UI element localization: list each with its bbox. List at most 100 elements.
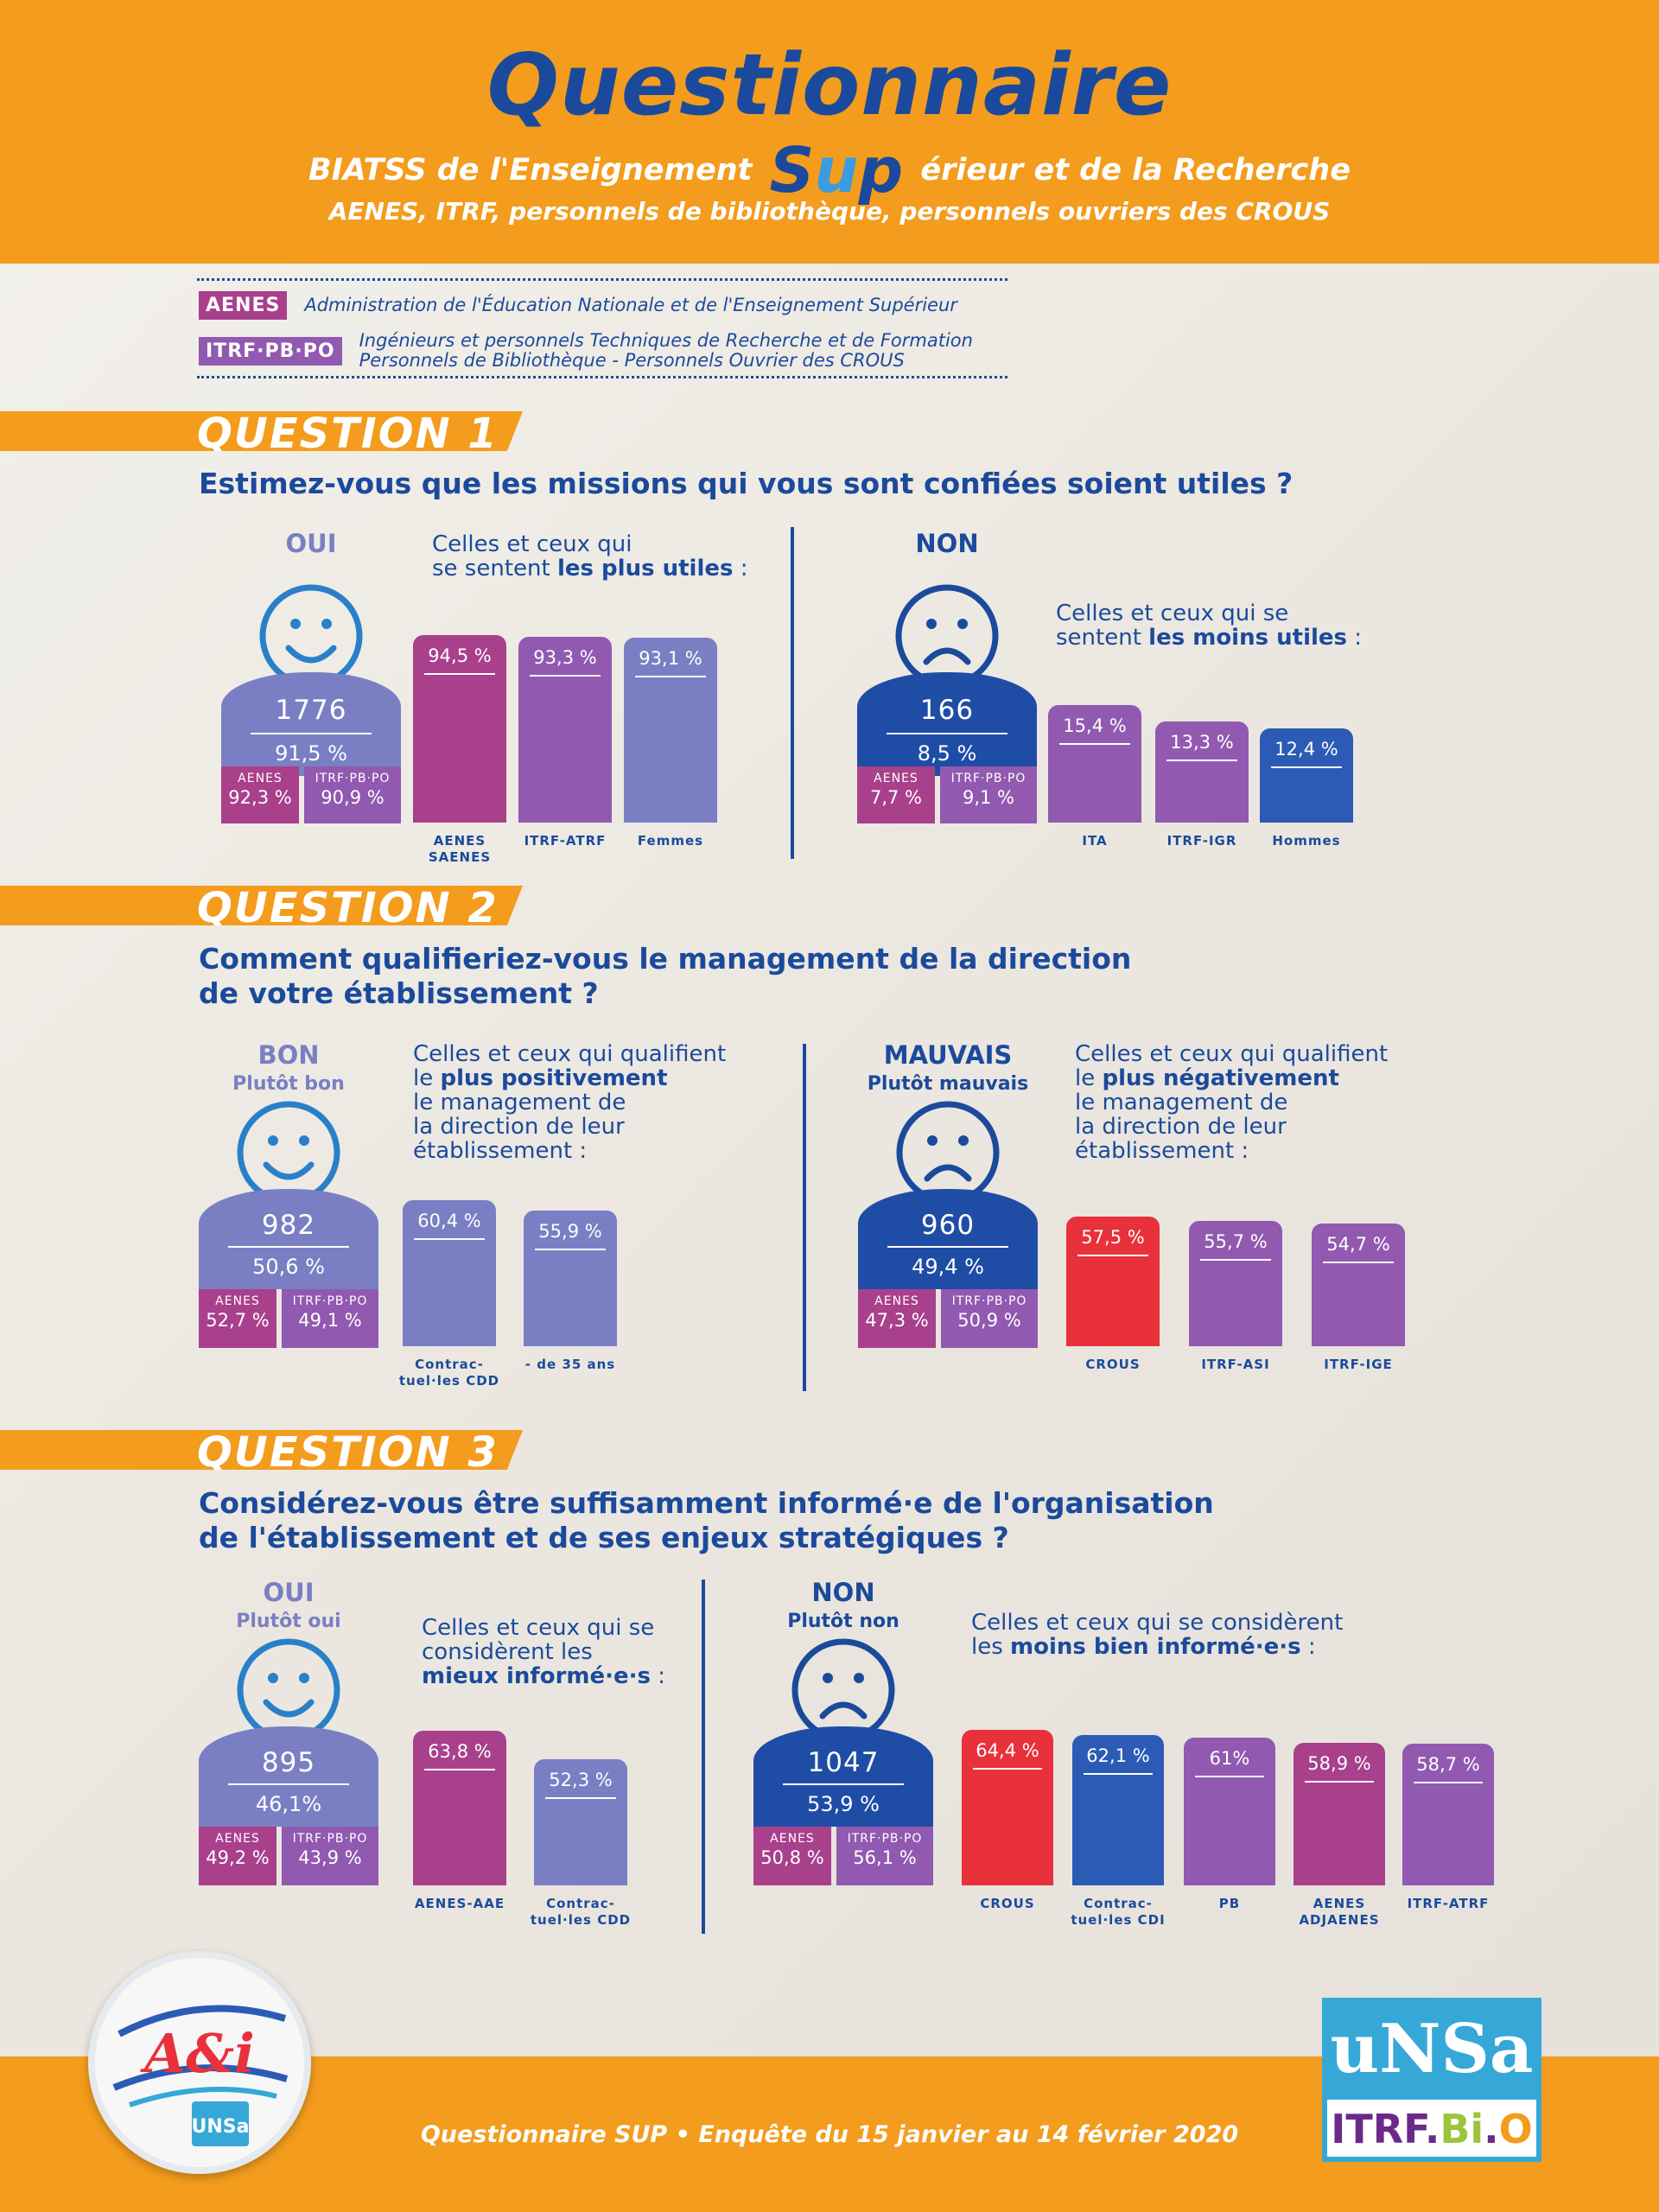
question-2-banner-label: QUESTION 2: [197, 884, 499, 932]
q1-yes-itrf-label: ITRF·PB·PO: [315, 772, 391, 785]
bar-category-label: ITRF-ATRF: [524, 833, 607, 849]
q2-good-intro-2: le: [413, 1065, 441, 1091]
bar-category-label: AENES-AAE: [414, 1896, 505, 1911]
q2-good-count: 982: [261, 1210, 316, 1241]
q1-yes-intro: Celles et ceux qui se sentent les plus u…: [432, 532, 748, 581]
q1-divider: [791, 527, 794, 859]
q2-good-itrf-box: ITRF·PB·PO 49,1 %: [282, 1289, 378, 1348]
q3-no-rule: [783, 1783, 904, 1785]
bar-value-rule: [634, 676, 707, 677]
bar-value-label: 12,4 %: [1274, 739, 1338, 760]
bar-value-label: 61%: [1209, 1748, 1250, 1769]
unsa-logo-o: O: [1498, 2106, 1533, 2152]
bar-2-0: 60,4 %: [403, 1200, 496, 1346]
q3-yes-intro-2: considèrent les: [422, 1639, 593, 1665]
q3-no-label: NON: [811, 1578, 875, 1607]
q2-bad-rule: [887, 1246, 1008, 1248]
bar-4-0: 63,8 %: [413, 1731, 506, 1885]
q3-no-itrf-box: ITRF·PB·PO 56,1 %: [836, 1827, 933, 1885]
q3-yes-count: 895: [261, 1747, 316, 1778]
q3-no-person: NON Plutôt non 1047 53,9 % AENES 50,8 % …: [753, 1578, 933, 1885]
q1-yes-intro-bold: les plus utiles: [556, 556, 734, 582]
question-1-text: Estimez-vous que les missions qui vous s…: [199, 467, 1294, 500]
bar-value-label: 55,7 %: [1204, 1231, 1268, 1252]
q2-bad-intro-4: la direction de leur: [1075, 1114, 1287, 1140]
subtitle-right: érieur et de la Recherche: [920, 153, 1351, 188]
legend-desc-itrf-1: Ingénieurs et personnels Techniques de R…: [359, 330, 973, 351]
page-subtitle: BIATSS de l'Enseignement Sup érieur et d…: [0, 134, 1659, 207]
bar-category-label: ITA: [1082, 833, 1108, 849]
bar-4-1: 52,3 %: [534, 1759, 627, 1885]
bar-value-label: 15,4 %: [1063, 715, 1127, 736]
bar-value-label: 93,1 %: [639, 648, 702, 669]
q3-no-intro-1: Celles et ceux qui se considèrent: [971, 1610, 1344, 1636]
bar-category-label: - de 35 ans: [524, 1357, 616, 1372]
q3-yes-itrf-value: 43,9 %: [298, 1847, 362, 1868]
question-2-banner: QUESTION 2: [0, 886, 523, 925]
bar-category-label: CROUS: [980, 1896, 1035, 1911]
q2-bad-itrf-value: 50,9 %: [957, 1310, 1021, 1331]
q1-no-label: NON: [915, 529, 979, 558]
q2-bad-intro-5: établissement :: [1075, 1138, 1249, 1164]
q1-yes-aenes-label: AENES: [238, 772, 283, 785]
bar-value-rule: [1270, 766, 1343, 768]
q1-yes-person: OUI 1776 91,5 % AENES 92,3 % ITRF·PB·PO …: [221, 529, 401, 823]
q1-no-person: NON 166 8,5 % AENES 7,7 % ITRF·PB·PO 9,1…: [857, 529, 1037, 823]
question-3-text-2: de l'établissement et de ses enjeux stra…: [199, 1521, 1009, 1554]
bar-value-rule: [1413, 1782, 1484, 1783]
corps-line: AENES, ITRF, personnels de bibliothèque,…: [328, 197, 1331, 226]
sad-face-icon: [791, 1638, 895, 1742]
q2-bad-pct: 49,4 %: [912, 1255, 984, 1279]
q1-yes-itrf-value: 90,9 %: [321, 787, 385, 808]
q2-good-intro-5: établissement :: [413, 1138, 588, 1164]
bar-value-rule: [529, 675, 601, 677]
sup-logo: Sup: [770, 134, 904, 207]
unsa-logo-bi: Bi: [1440, 2106, 1484, 2152]
bar-5-0: 64,4 %: [962, 1730, 1053, 1885]
bar-value-label: 58,9 %: [1307, 1753, 1371, 1774]
q2-bad-aenes-label: AENES: [874, 1294, 919, 1308]
bar-1-2: 12,4 %: [1260, 728, 1353, 823]
q2-good-intro-1: Celles et ceux qui qualifient: [413, 1041, 727, 1067]
sup-u: u: [814, 134, 859, 207]
q3-no-intro-bold: moins bien informé·e·s: [1010, 1634, 1301, 1660]
bar-value-rule: [1199, 1259, 1272, 1261]
legend-row-aenes: AENES Administration de l'Éducation Nati…: [199, 291, 957, 320]
bar-0-1: 93,3 %: [518, 637, 612, 823]
bar-0-0: 94,5 %: [413, 635, 506, 823]
q2-bad-itrf-box: ITRF·PB·PO 50,9 %: [941, 1289, 1038, 1348]
question-3-text-1: Considérez-vous être suffisamment inform…: [199, 1486, 1214, 1520]
q3-no-pct: 53,9 %: [807, 1792, 880, 1816]
q3-no-itrf-label: ITRF·PB·PO: [847, 1832, 923, 1846]
q2-good-itrf-value: 49,1 %: [298, 1310, 362, 1331]
q3-yes-aenes-box: AENES 49,2 %: [199, 1827, 276, 1885]
q2-good-intro-3: le management de: [413, 1090, 626, 1116]
q1-yes-label: OUI: [285, 529, 337, 558]
q3-no-count: 1047: [807, 1747, 880, 1778]
question-3-text: Considérez-vous être suffisamment inform…: [199, 1486, 1214, 1555]
ai-unsa-logo: A&i UNSa: [88, 1951, 311, 2174]
bar-value-label: 62,1 %: [1086, 1745, 1150, 1766]
bar-value-rule: [1077, 1255, 1149, 1256]
q2-good-aenes-box: AENES 52,7 %: [199, 1289, 276, 1348]
q1-no-intro: Celles et ceux qui se sentent les moins …: [1056, 601, 1362, 650]
q1-yes-count: 1776: [275, 695, 347, 726]
bar-value-rule: [1304, 1781, 1375, 1783]
bar-5-1: 62,1 %: [1072, 1735, 1164, 1885]
bar-value-rule: [1083, 1773, 1154, 1775]
q2-bad-count: 960: [920, 1210, 976, 1241]
q2-good-intro-4: la direction de leur: [413, 1114, 625, 1140]
q3-no-intro-2: les: [971, 1634, 1011, 1660]
question-2-text: Comment qualifieriez-vous le management …: [199, 942, 1131, 1011]
q1-no-itrf-value: 9,1 %: [962, 787, 1015, 808]
q1-no-rule: [887, 733, 1007, 734]
q3-no-itrf-value: 56,1 %: [853, 1847, 917, 1868]
bar-value-label: 94,5 %: [428, 645, 492, 666]
question-1-banner: QUESTION 1: [0, 411, 523, 451]
q3-no-aenes-value: 50,8 %: [760, 1847, 824, 1868]
q1-yes-pct: 91,5 %: [275, 741, 347, 766]
bar-category-label: Hommes: [1272, 833, 1341, 849]
bar-2-1: 55,9 %: [524, 1211, 617, 1346]
bar-value-label: 13,3 %: [1170, 732, 1234, 753]
q1-yes-aenes-value: 92,3 %: [228, 787, 292, 808]
